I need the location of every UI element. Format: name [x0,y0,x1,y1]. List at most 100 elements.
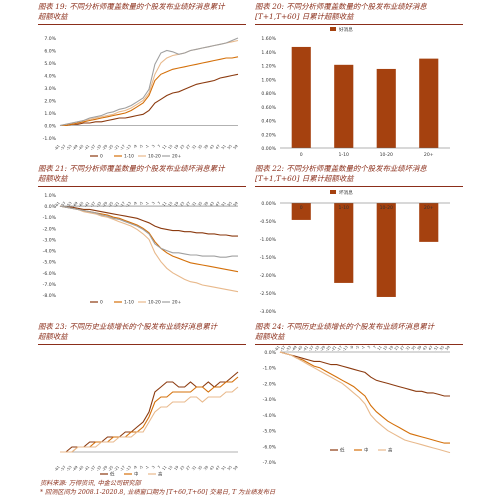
c24-xtick-label: 31 [405,345,411,351]
c21-xtick-label: -5 [138,201,143,206]
c23-series-低-line [60,371,239,453]
c19-xtick-label: -13 [125,144,132,151]
c20-title-rule [255,24,463,25]
c23-xtick-label: 59 [233,465,239,472]
c24-ytick-label: -1.0% [263,366,277,372]
c21-xtick-label: -21 [113,201,120,208]
c19-title-line-0: 图表 19: 不同分析师覆盖数量的个股发布业绩好消息累计 [38,2,225,11]
c21-xtick-label: 35 [197,201,203,207]
c24-xtick-label: -29 [319,345,326,353]
c21-legend-label: 20+ [172,300,182,306]
c19-xtick-label: -45 [78,144,85,151]
c24-xtick-label: -61 [274,345,281,352]
c21-series-10-20-line [59,205,239,293]
c19-ytick-label: 6.0% [44,49,56,55]
c21-xtick-label: 27 [185,201,191,207]
c22-ytick-label: -2.50% [260,291,277,297]
c19-xtick-label: -61 [54,144,61,151]
c24-xtick-label: -5 [355,345,360,350]
c20-category-label: 0 [300,152,303,158]
c23-xtick-label: -33 [95,465,102,472]
c20-ytick-label: 1.60% [261,36,276,42]
c24-xtick-label: -21 [331,345,338,352]
c23-xtick-label: -25 [107,465,114,472]
c19-series-10-20-line [59,39,239,127]
c21-xtick-label: -13 [125,201,132,208]
c24-ytick-label: 0.0% [264,350,276,356]
c24-title-line-1: 超额收益 [255,332,285,341]
c22-category-label: 20+ [424,205,434,211]
c19-title-rule [38,24,246,25]
c24-ytick-label: -6.0% [263,444,277,450]
c19-series-1-10-line [60,56,239,127]
c20-category-label: 10-20 [380,152,393,158]
c19-xtick-label: 51 [221,144,227,150]
c19-series-0-line [60,73,239,127]
c19-xtick-label: 59 [233,144,239,151]
c19-ytick-label: 1.0% [44,111,56,117]
c21-xtick-label: 47 [215,201,221,207]
c21-xtick-label: -25 [107,201,114,208]
c19-xtick-label: 15 [167,144,173,150]
c19-legend-label: 1-10 [124,154,134,160]
c21-xtick-label: 55 [227,201,233,207]
c19-xtick-label: 43 [209,144,215,150]
c23-legend-label: 高 [158,471,163,478]
c24-xtick-label: 43 [422,345,428,351]
c21-title-line-0: 图表 21: 不同分析师覆盖数量的个股发布业绩坏消息累计 [38,164,225,173]
c24-xtick-label: -9 [349,345,355,351]
c24-legend-label: 高 [388,447,393,454]
c23-title-line-1: 超额收益 [38,332,68,341]
c23-xtick-label: 27 [185,465,191,471]
c20-ytick-label: 1.00% [261,77,276,83]
c24-xtick-label: 35 [411,345,417,351]
c21-series-20+-line [59,205,238,258]
c19-xtick-label: 19 [173,144,179,151]
c24-ytick-label: -7.0% [263,460,277,466]
c22-title-line-0: 图表 22: 不同分析师覆盖数量的个股发布业绩坏消息 [255,164,427,173]
c24-xtick-label: 11 [377,345,383,351]
c20-legend-label: 好消息 [339,26,353,33]
c19-xtick-label: -29 [101,144,108,152]
c21-xtick-label: -53 [66,201,73,208]
c23-xtick-label: -13 [125,465,132,472]
c19-xtick-label: -9 [133,144,139,150]
c23-title-line-0: 图表 23: 不同历史业绩增长的个股发布业绩好消息累计 [38,322,218,331]
c20-ytick-label: 1.20% [261,64,276,70]
c24-ytick-label: -4.0% [263,413,277,419]
c21-xtick-label: 43 [209,201,215,207]
c23-xtick-label: -45 [78,465,85,472]
c20-bar-20+ [419,58,439,148]
c24-xtick-label: -1 [360,345,365,350]
c20-ytick-label: 1.40% [261,50,276,56]
c23-xtick-label: 35 [197,465,203,471]
c19-xtick-label: -57 [60,144,67,151]
c23-xtick-label: 39 [203,465,209,472]
c24-series-中-line [279,351,450,444]
c24-xtick-label: 15 [382,345,388,351]
c21-xtick-label: -49 [72,201,79,209]
c21-ytick-label: -7.0% [43,282,57,288]
c19-xtick-label: 27 [185,144,191,150]
c19-xtick-label: 31 [191,144,197,150]
c20-ytick-label: 0.00% [261,146,276,152]
c24-xtick-label: -25 [325,345,332,352]
c23-xtick-label: -29 [101,465,108,473]
c22-ytick-label: -3.00% [260,309,277,315]
c23-xtick-label: -57 [60,465,67,472]
c23-xtick-label: 51 [221,465,227,471]
c21-ytick-label: 0.0% [44,204,56,210]
c23-xtick-label: 19 [173,465,179,472]
c24-ytick-label: -3.0% [263,397,277,403]
c19-xtick-label: -21 [113,144,120,151]
c24-series-高-line [279,351,451,454]
c22-ytick-label: -0.50% [260,219,277,225]
c20-ytick-label: 0.20% [261,132,276,138]
c21-xtick-label: -29 [101,201,108,209]
c23-xtick-label: 15 [167,465,173,471]
c23-xtick-label: -9 [133,465,139,471]
c20-ytick-label: 0.80% [261,91,276,97]
c23-xtick-label: 3 [151,465,156,469]
c21-xtick-label: -45 [78,201,85,208]
c21-title-line-1: 超额收益 [38,174,68,183]
